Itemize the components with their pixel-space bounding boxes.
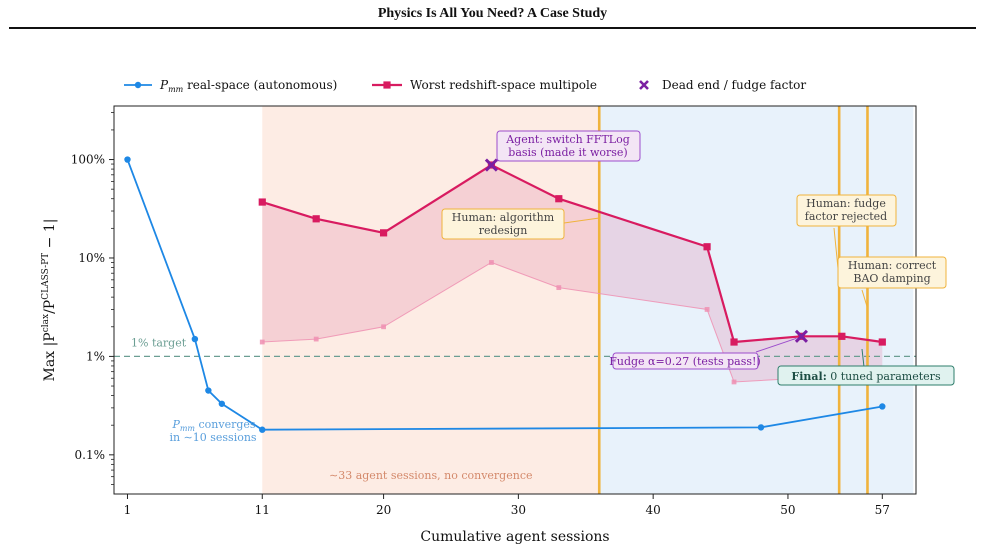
target-label: 1% target [131, 336, 187, 349]
annotation-leader-bao [861, 289, 868, 309]
plot-frame [113, 105, 917, 495]
legend: Pmm real-space (autonomous) Worst redshif… [124, 78, 806, 94]
annotation-pmm-line-0: Pmm converges [171, 418, 255, 433]
dead-end-markers [484, 158, 808, 343]
annotation-final-box [777, 365, 955, 386]
point-1-1 [312, 215, 320, 223]
point-2-1 [313, 336, 319, 342]
y-tick-label-2: 10% [78, 251, 105, 265]
region-1 [599, 106, 914, 494]
target-line-group: 1% target [114, 336, 916, 358]
annotation-fftlog-line-0: Agent: switch FFTLog [505, 133, 630, 146]
annotation-leader-alpha [755, 337, 797, 353]
point-0-5 [757, 424, 765, 431]
point-1-0 [258, 198, 266, 206]
annotation-pmm-line-1: in ∼10 sessions [169, 431, 256, 444]
x-tick-label-2: 20 [376, 503, 391, 517]
point-2-2 [381, 324, 386, 330]
page-header-title: Physics Is All You Need? A Case Study [377, 6, 608, 21]
human-intervention-lines [597, 106, 869, 494]
annotation-fudge-box [796, 194, 897, 227]
point-0-4 [259, 426, 266, 433]
y-tick-label-0: 0.1% [75, 448, 106, 462]
point-0-6 [879, 403, 886, 410]
point-2-3 [489, 260, 494, 265]
x-tick-label-4: 40 [646, 503, 661, 517]
legend-marker-2 [639, 80, 649, 90]
y-tick-label-1: 1% [86, 349, 105, 363]
point-2-6 [731, 379, 737, 385]
point-2-5 [704, 307, 710, 312]
header-rule [9, 27, 976, 29]
multipole-band-fill [262, 165, 883, 382]
annotation-bao-box [837, 256, 947, 289]
x-tick-label-0: 1 [124, 503, 132, 517]
series-line-1 [261, 163, 883, 344]
annotation-algorithm-box [441, 208, 565, 240]
series-group [124, 156, 886, 433]
annotation-fudge-line-1: factor rejected [805, 210, 887, 223]
point-1-6 [730, 338, 738, 346]
legend-label-0: Pmm real-space (autonomous) [159, 78, 337, 94]
y-axis-label: Max |Pclax/PCLASS-PT − 1| [41, 219, 58, 382]
point-0-0 [124, 156, 131, 163]
annotation-bao-line-0: Human: correct [848, 259, 937, 272]
point-1-2 [379, 229, 388, 237]
legend-marker-0 [134, 81, 142, 89]
x-tick-label-1: 11 [255, 503, 270, 517]
annotation-final-text: Final: 0 tuned parameters [791, 370, 941, 383]
legend-marker-1 [383, 81, 391, 89]
point-0-3 [218, 400, 226, 407]
point-1-8 [838, 332, 846, 340]
annotation-algorithm-line-1: redesign [479, 224, 528, 237]
y-tick-label-3: 100% [71, 153, 105, 167]
point-0-2 [205, 387, 212, 394]
multipole-band [262, 165, 883, 382]
dead-end-marker-1 [794, 329, 808, 343]
point-2-4 [556, 285, 562, 291]
x-tick-label-3: 30 [511, 503, 526, 517]
annotation-leader-final [861, 348, 865, 368]
point-1-4 [555, 195, 563, 203]
axes: 1 11 20 30 40 50 570.1%1%10%100%Cumulative age… [41, 105, 917, 545]
annotation-alpha-text: Fudge α=0.27 (tests pass!) [609, 355, 760, 368]
x-tick-label-6: 57 [875, 503, 890, 517]
point-2-0 [259, 339, 265, 345]
annotation-leader-algorithm [563, 217, 600, 224]
annotation-algorithm-line-0: Human: algorithm [452, 211, 555, 224]
annotation-alpha-box [612, 352, 759, 370]
legend-label-2: Dead end / fudge factor [662, 78, 806, 92]
point-1-9 [878, 338, 886, 346]
point-0-1 [191, 335, 199, 343]
legend-label-1: Worst redshift-space multipole [410, 78, 597, 92]
point-1-5 [703, 243, 711, 251]
region-label-0: ∼33 agent sessions, no convergence [329, 469, 533, 482]
annotation-bao-line-1: BAO damping [853, 272, 930, 285]
dead-end-marker-0 [484, 158, 498, 172]
annotation-fftlog-box [496, 130, 641, 162]
x-axis-label: Cumulative agent sessions [420, 529, 609, 545]
annotation-fftlog-line-1: basis (made it worse) [508, 146, 627, 159]
x-tick-label-5: 50 [780, 503, 795, 517]
annotation-fudge-line-0: Human: fudge [806, 197, 886, 210]
